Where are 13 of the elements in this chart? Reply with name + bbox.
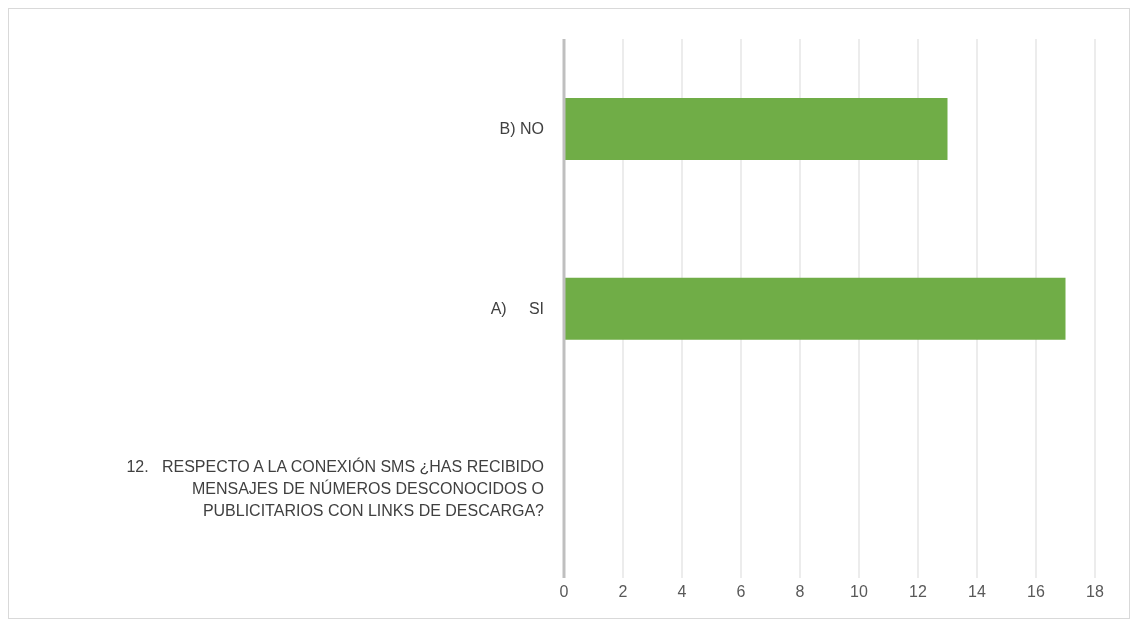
x-tick-label: 12 [909,583,927,601]
x-tick-label: 18 [1086,583,1104,601]
y-tick-label: A) SI [490,300,544,318]
x-tick-label: 16 [1027,583,1045,601]
x-tick-label: 10 [850,583,868,601]
x-tick-label: 0 [559,583,569,601]
x-tick-label: 8 [795,583,805,601]
x-tick-label: 4 [677,583,687,601]
x-tick-label: 6 [736,583,746,601]
y-tick-label: 12. RESPECTO A LA CONEXIÓN SMS ¿HAS RECIBIDO MENSAJES DE NÚMEROS DESCONOCIDOS O PUBLICITARIOS CON LINKS DE DESCARGA? [126,456,545,519]
x-tick-label: 14 [968,583,986,601]
y-tick-label: B) NO [499,120,544,138]
x-tick-label: 2 [618,583,628,601]
